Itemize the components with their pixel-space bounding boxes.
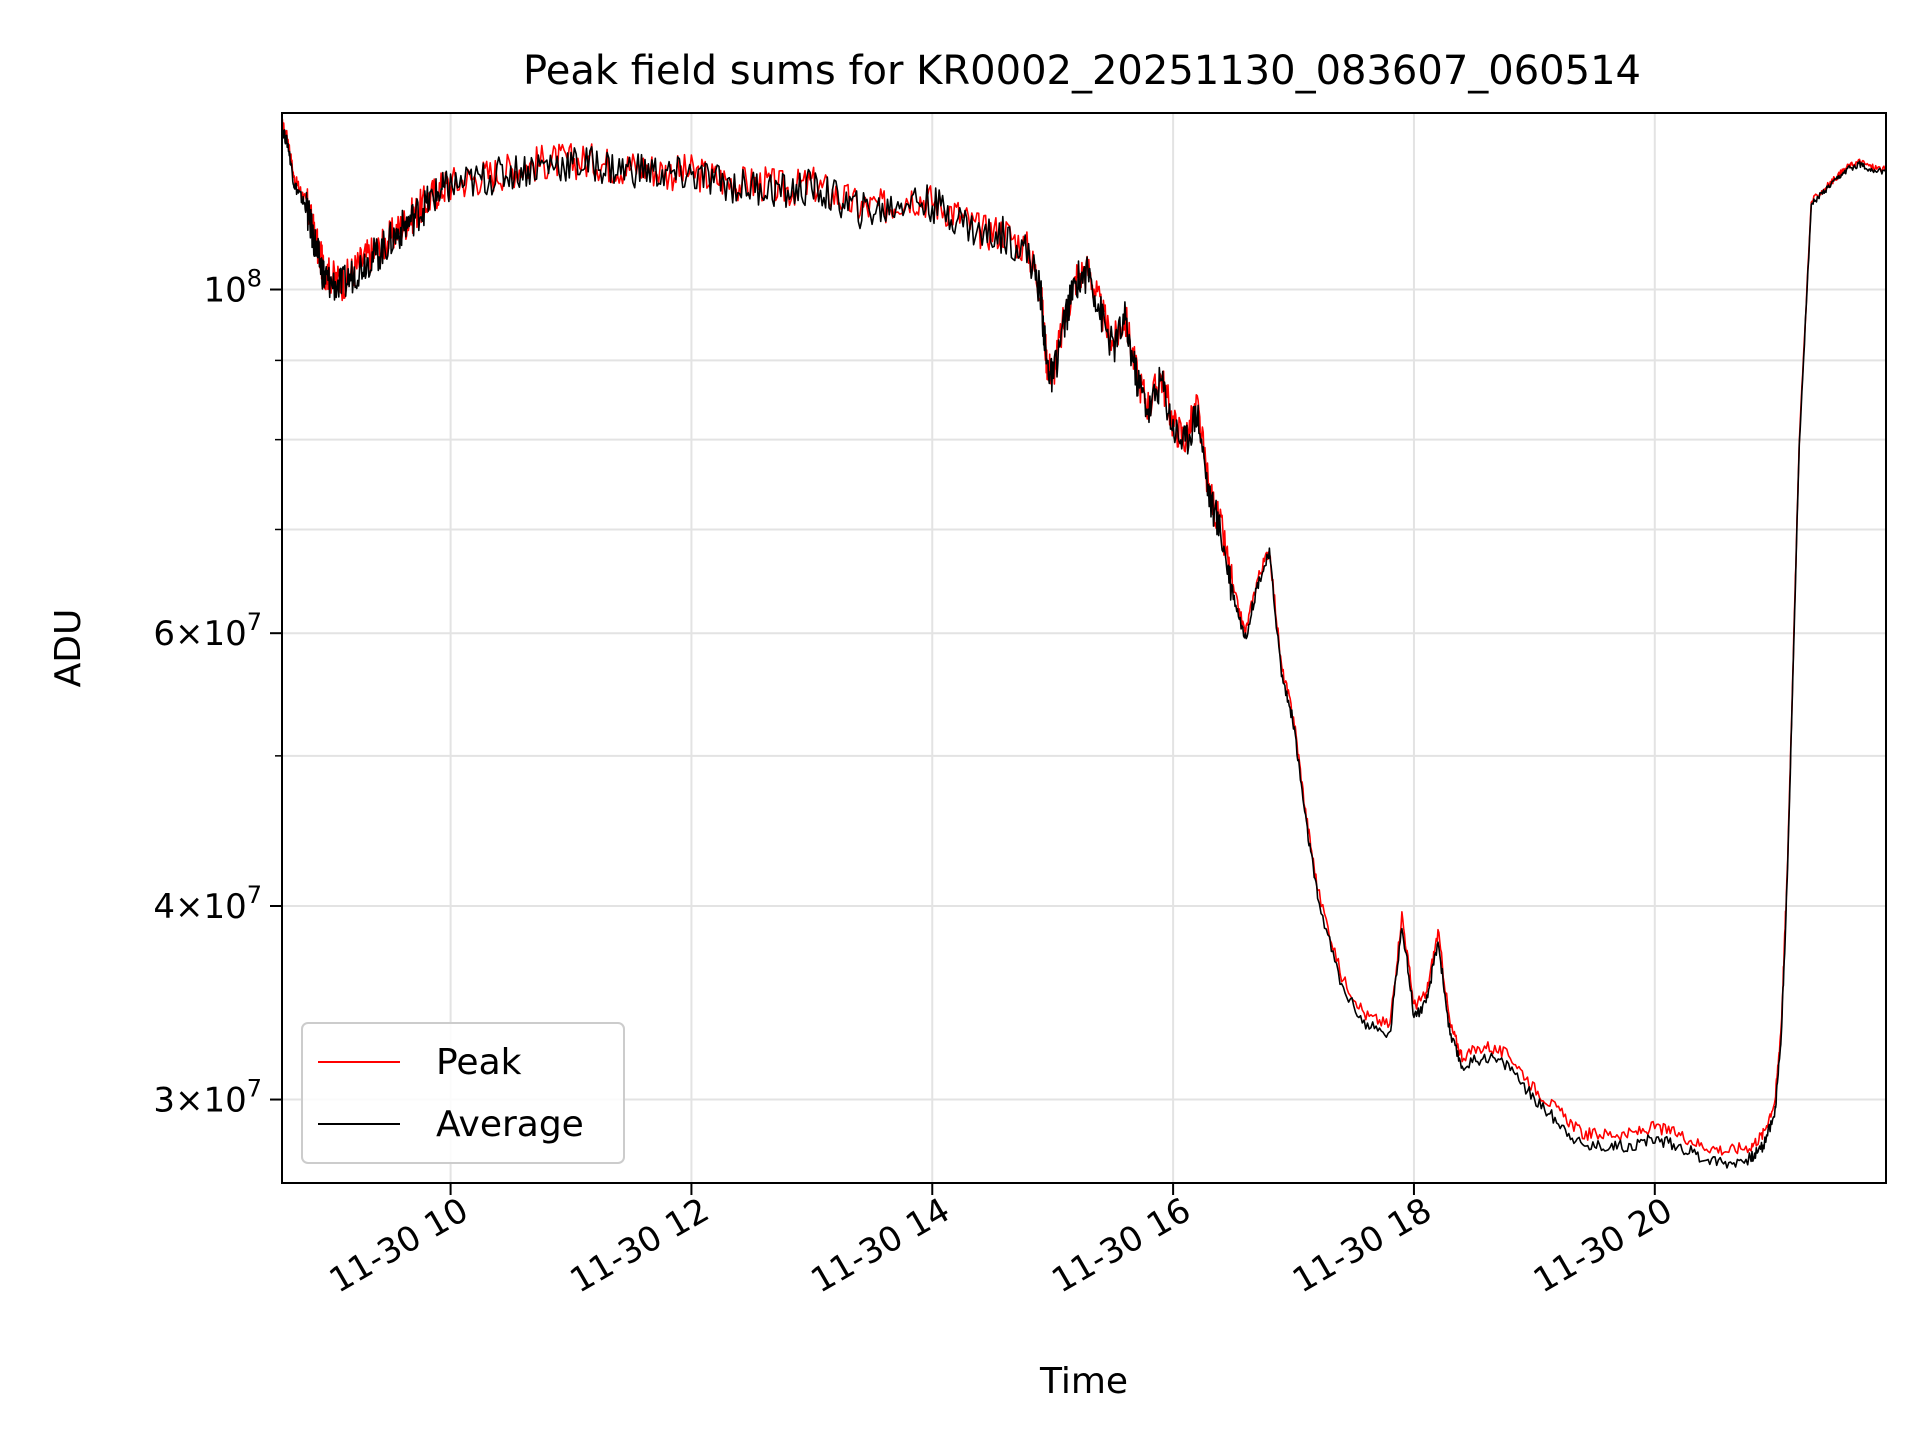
- y-tick-exponent: 7: [247, 881, 262, 909]
- y-tick-times: ×: [175, 614, 204, 654]
- y-tick-times: ×: [175, 887, 204, 927]
- legend-box: [301, 1022, 625, 1164]
- legend-label: Average: [436, 1104, 584, 1145]
- series-line-average: [282, 129, 1886, 1169]
- legend-label: Peak: [436, 1042, 522, 1083]
- y-tick-mantissa: 4: [153, 887, 175, 927]
- y-tick-times: ×: [175, 1081, 204, 1121]
- y-tick-base: 10: [203, 614, 246, 654]
- series-line-peak: [282, 118, 1886, 1156]
- y-tick-label: 108: [203, 265, 262, 311]
- y-tick-exponent: 7: [247, 608, 262, 636]
- y-tick-mantissa: 6: [153, 614, 175, 654]
- y-tick-base: 10: [203, 271, 246, 311]
- y-axis-label: ADU: [48, 609, 89, 688]
- y-tick-mantissa: 3: [153, 1081, 175, 1121]
- y-tick-base: 10: [203, 887, 246, 927]
- y-tick-base: 10: [203, 1081, 246, 1121]
- series-layer: [282, 118, 1886, 1169]
- y-tick-exponent: 7: [247, 1075, 262, 1103]
- y-tick-exponent: 8: [247, 265, 262, 293]
- y-tick-label: 6×107: [153, 608, 262, 654]
- plot-frame: [281, 112, 1887, 1184]
- legend: Peak Average: [301, 1022, 625, 1164]
- chart-title: Peak field sums for KR0002_20251130_0836…: [523, 48, 1641, 94]
- x-axis-label: Time: [1039, 1361, 1128, 1402]
- y-tick-label: 3×107: [153, 1075, 262, 1121]
- y-tick-label: 4×107: [153, 881, 262, 927]
- grid: [282, 113, 1886, 1183]
